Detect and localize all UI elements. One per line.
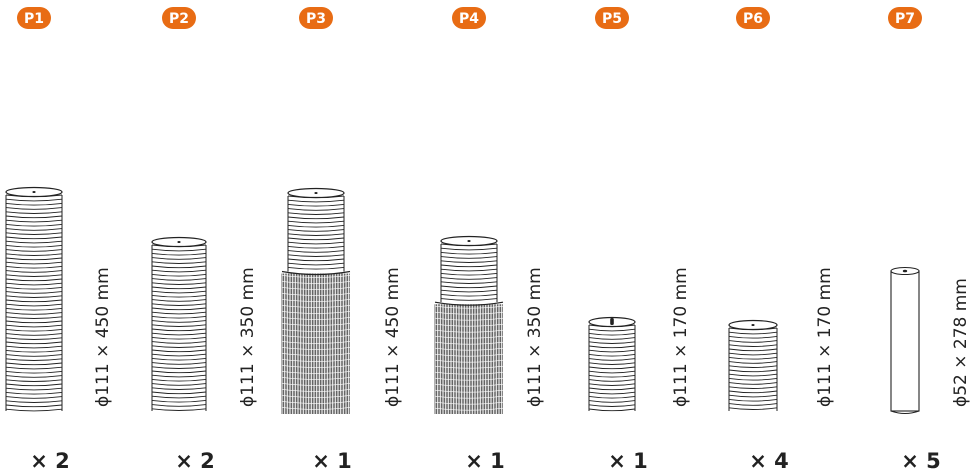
part-badge: P4	[452, 7, 486, 29]
part-id-label: P1	[24, 11, 44, 27]
part-quantity: × 1	[465, 449, 505, 473]
part-drawing	[5, 186, 63, 412]
part-dimension: ϕ111 × 450 mm	[93, 267, 113, 407]
part-quantity: × 2	[30, 449, 70, 473]
part-badge: P5	[595, 7, 629, 29]
part-dimension: ϕ111 × 170 mm	[671, 267, 691, 407]
part-id-label: P4	[459, 11, 479, 27]
part-quantity: × 5	[901, 449, 941, 473]
part-dimension: ϕ111 × 350 mm	[238, 267, 258, 407]
part-badge: P2	[162, 7, 196, 29]
part-badge: P6	[736, 7, 770, 29]
part-p1: P1 ϕ111 × 450 mm × 2	[5, 7, 113, 473]
part-p6: P6 ϕ111 × 170 mm × 4	[728, 7, 835, 473]
part-p3: P3 ϕ111 × 450 mm × 1	[281, 7, 403, 473]
part-drawing	[151, 236, 207, 411]
part-quantity: × 4	[749, 449, 789, 473]
part-dimension: ϕ111 × 350 mm	[525, 267, 545, 407]
part-drawing	[588, 316, 636, 412]
part-badge: P3	[299, 7, 333, 29]
part-id-label: P7	[895, 11, 915, 27]
part-quantity: × 1	[608, 449, 648, 473]
part-badge: P1	[17, 7, 51, 29]
part-quantity: × 1	[312, 449, 352, 473]
part-id-label: P2	[169, 11, 189, 27]
part-drawing	[281, 187, 351, 414]
part-quantity: × 2	[175, 449, 215, 473]
part-p5: P5 ϕ111 × 170 mm × 1	[588, 7, 691, 473]
part-p2: P2 ϕ111 × 350 mm × 2	[151, 7, 258, 473]
part-drawing	[434, 235, 504, 414]
part-dimension: ϕ111 × 170 mm	[815, 267, 835, 407]
part-id-label: P3	[306, 11, 326, 27]
part-dimension: ϕ111 × 450 mm	[383, 267, 403, 407]
part-drawing	[890, 266, 920, 415]
part-drawing	[728, 319, 778, 411]
part-id-label: P6	[743, 11, 763, 27]
part-p7: P7 ϕ52 × 278 mm × 5	[888, 7, 971, 473]
part-badge: P7	[888, 7, 922, 29]
part-p4: P4 ϕ111 × 350 mm × 1	[434, 7, 545, 473]
part-dimension: ϕ52 × 278 mm	[951, 278, 971, 407]
part-id-label: P5	[602, 11, 622, 27]
